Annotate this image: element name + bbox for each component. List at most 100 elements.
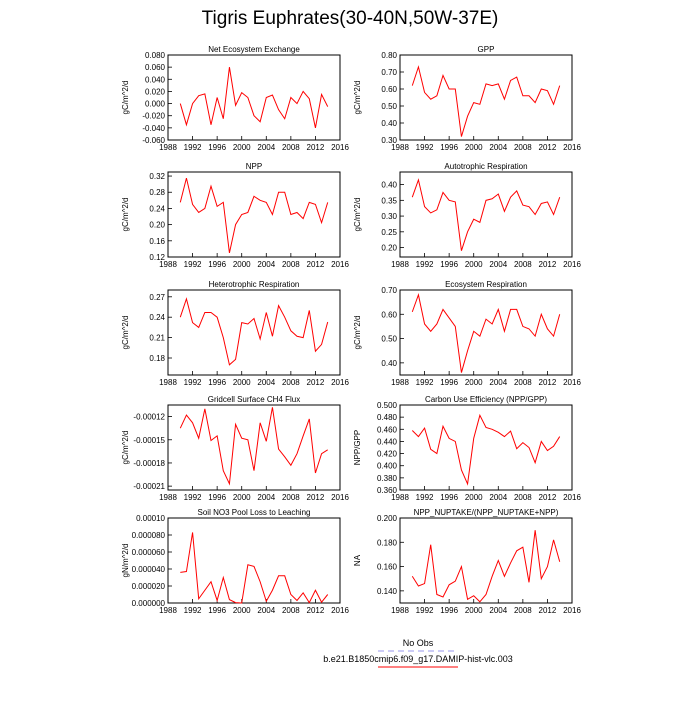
- y-tick-label: 0.480: [377, 413, 398, 422]
- y-axis-label: gC/m^2/d: [121, 198, 130, 232]
- y-tick-label: 0.27: [149, 293, 165, 302]
- x-tick-label: 1996: [208, 378, 226, 387]
- x-tick-label: 2000: [233, 606, 251, 615]
- x-tick-label: 1992: [184, 260, 202, 269]
- y-tick-label: 0.000000: [132, 599, 166, 608]
- x-tick-label: 2000: [465, 143, 483, 152]
- x-tick-label: 1996: [440, 493, 458, 502]
- y-tick-label: 0.70: [381, 68, 397, 77]
- x-tick-label: 2008: [514, 143, 532, 152]
- panel-title: Gridcell Surface CH4 Flux: [208, 395, 300, 404]
- y-tick-label: 0.16: [149, 237, 165, 246]
- y-tick-label: 0.40: [381, 181, 397, 190]
- x-tick-label: 1988: [159, 143, 177, 152]
- data-line: [411, 530, 561, 603]
- x-tick-label: 2016: [563, 260, 581, 269]
- plot-frame: [399, 289, 573, 376]
- panel-title: NPP_NUPTAKE/(NPP_NUPTAKE+NPP): [414, 508, 559, 517]
- y-tick-label: -0.00021: [133, 482, 165, 491]
- y-tick-label: 0.140: [377, 587, 398, 596]
- y-tick-label: 0.500: [377, 401, 398, 410]
- y-tick-label: 0.30: [381, 212, 397, 221]
- y-axis-label: gC/m^2/d: [121, 81, 130, 115]
- data-line: [179, 297, 329, 366]
- x-tick-label: 2008: [282, 260, 300, 269]
- y-tick-label: 0.000040: [132, 565, 166, 574]
- x-tick-label: 1992: [416, 493, 434, 502]
- x-tick-label: 2004: [257, 378, 275, 387]
- x-tick-label: 1996: [440, 260, 458, 269]
- data-line: [179, 177, 329, 254]
- x-tick-label: 1992: [184, 143, 202, 152]
- y-axis-label: NPP/GPP: [353, 430, 362, 466]
- y-axis-label: gC/m^2/d: [121, 316, 130, 350]
- y-axis-label: gC/m^2/d: [353, 81, 362, 115]
- y-tick-label: 0.080: [145, 51, 166, 60]
- y-tick-label: -0.00018: [133, 459, 165, 468]
- x-tick-label: 2000: [233, 260, 251, 269]
- x-tick-label: 2004: [257, 606, 275, 615]
- legend-label: b.e21.B1850cmip6.f09_g17.DAMIP-hist-vlc.…: [323, 654, 513, 664]
- y-tick-label: -0.00015: [133, 436, 165, 445]
- x-tick-label: 1988: [391, 378, 409, 387]
- y-tick-label: 0.40: [381, 119, 397, 128]
- y-tick-label: -0.00012: [133, 413, 165, 422]
- x-tick-label: 2016: [331, 378, 349, 387]
- x-tick-label: 1988: [391, 143, 409, 152]
- y-tick-label: -0.020: [142, 112, 165, 121]
- x-tick-label: 2012: [307, 143, 325, 152]
- x-tick-label: 2004: [257, 493, 275, 502]
- y-tick-label: -0.060: [142, 136, 165, 145]
- plot-frame: [167, 404, 341, 491]
- y-tick-label: 0.35: [381, 196, 397, 205]
- x-tick-label: 2012: [307, 260, 325, 269]
- x-tick-label: 2012: [307, 493, 325, 502]
- y-axis-label: gN/m^2/d: [121, 544, 130, 578]
- plot-frame: [399, 171, 573, 258]
- plot-frame: [167, 517, 341, 604]
- y-tick-label: 0.30: [381, 136, 397, 145]
- x-tick-label: 1992: [416, 260, 434, 269]
- y-tick-label: 0.160: [377, 563, 398, 572]
- y-tick-label: 0.00010: [136, 514, 165, 523]
- panel-title: Autotrophic Respiration: [444, 162, 527, 171]
- x-tick-label: 1992: [416, 143, 434, 152]
- y-tick-label: 0.020: [145, 87, 166, 96]
- y-axis-label: gC/m^2/d: [353, 316, 362, 350]
- x-tick-label: 1988: [159, 260, 177, 269]
- x-tick-label: 1996: [208, 493, 226, 502]
- x-tick-label: 2016: [331, 260, 349, 269]
- y-tick-label: 0.70: [381, 286, 397, 295]
- x-tick-label: 2000: [465, 606, 483, 615]
- y-tick-label: 0.50: [381, 335, 397, 344]
- y-tick-label: 0.12: [149, 253, 165, 262]
- x-tick-label: 2012: [539, 493, 557, 502]
- data-line: [179, 407, 328, 486]
- x-tick-label: 2012: [539, 143, 557, 152]
- y-axis-label: gC/m^2/d: [353, 198, 362, 232]
- y-tick-label: -0.040: [142, 124, 165, 133]
- figure-title: Tigris Euphrates(30-40N,50W-37E): [202, 8, 499, 29]
- x-tick-label: 1992: [184, 493, 202, 502]
- panel-title: NPP: [246, 162, 262, 171]
- x-tick-label: 2008: [282, 143, 300, 152]
- y-tick-label: 0.28: [149, 188, 165, 197]
- x-tick-label: 1996: [440, 143, 458, 152]
- y-tick-label: 0.180: [377, 538, 398, 547]
- x-tick-label: 2004: [489, 493, 507, 502]
- y-tick-label: 0.200: [377, 514, 398, 523]
- x-tick-label: 1996: [208, 260, 226, 269]
- y-tick-label: 0.32: [149, 172, 165, 181]
- x-tick-label: 2004: [257, 143, 275, 152]
- x-tick-label: 2016: [563, 606, 581, 615]
- x-tick-label: 2012: [539, 260, 557, 269]
- x-tick-label: 1988: [159, 493, 177, 502]
- plot-frame: [399, 517, 573, 604]
- y-tick-label: 0.21: [149, 334, 165, 343]
- y-axis-label: NA: [353, 554, 362, 566]
- data-line: [411, 65, 561, 137]
- panel-title: Net Ecosystem Exchange: [208, 45, 300, 54]
- panel-title: Heterotrophic Respiration: [209, 280, 300, 289]
- y-tick-label: 0.24: [149, 204, 165, 213]
